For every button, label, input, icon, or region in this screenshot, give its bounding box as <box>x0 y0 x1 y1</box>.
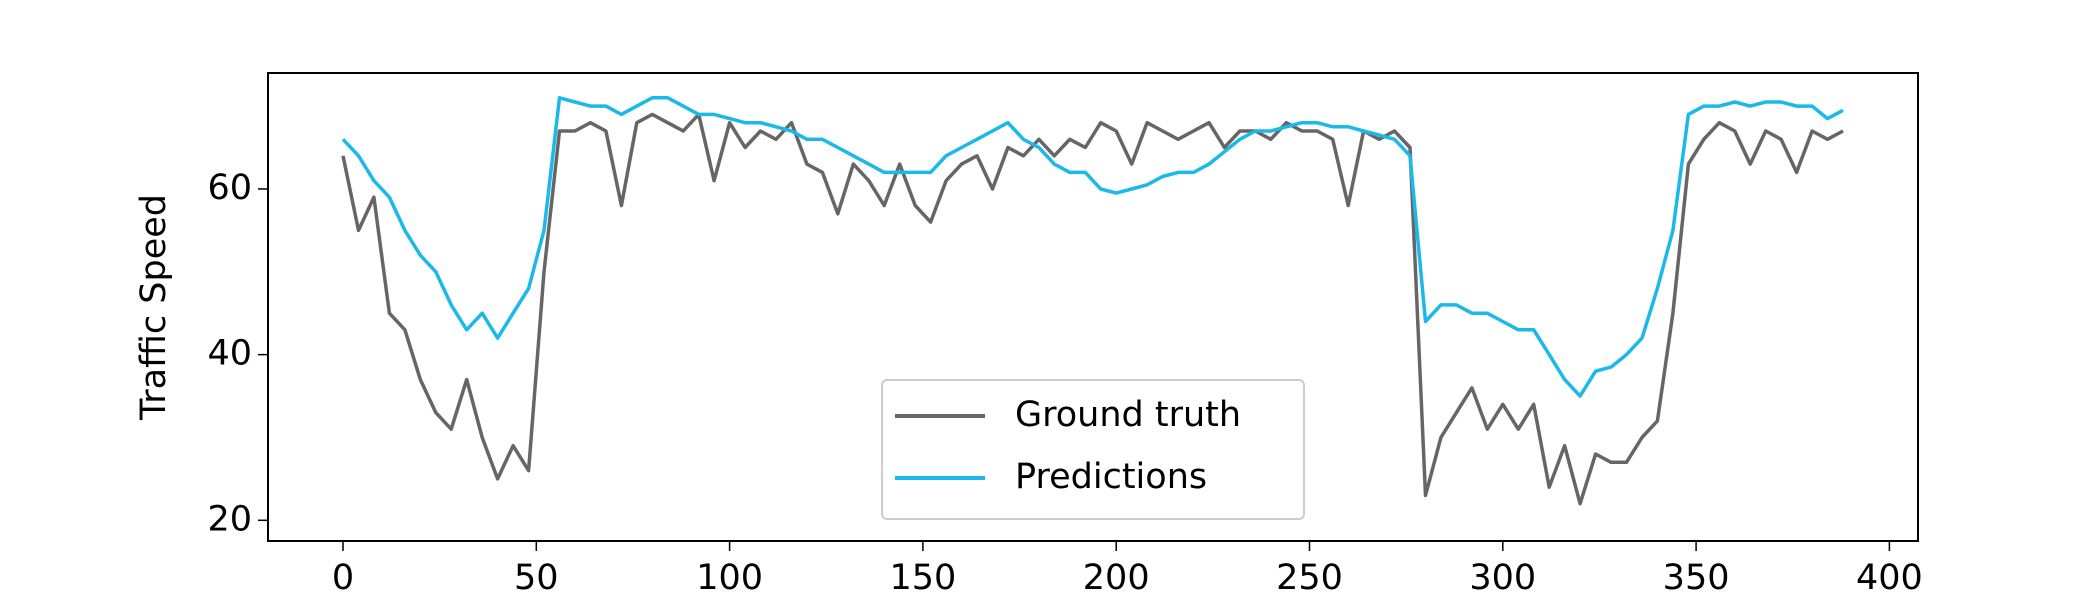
x-tick-label: 400 <box>1856 558 1923 598</box>
x-tick-label: 350 <box>1663 558 1730 598</box>
plot-frame <box>267 72 1919 542</box>
x-tick-label: 100 <box>696 558 763 598</box>
y-tick-label: 40 <box>207 334 252 374</box>
x-tick-label: 150 <box>889 558 956 598</box>
y-tick-label: 20 <box>207 499 252 539</box>
y-tick-label: 60 <box>207 168 252 208</box>
data-line <box>341 112 1844 506</box>
legend-box <box>881 379 1305 520</box>
legend-label: Predictions <box>1015 457 1207 497</box>
x-tick-label: 250 <box>1276 558 1343 598</box>
data-line <box>341 96 1844 398</box>
x-tick-label: 300 <box>1469 558 1536 598</box>
y-axis-label: Traffic Speed <box>134 194 174 421</box>
x-tick-label: 50 <box>514 558 559 598</box>
x-tick-label: 200 <box>1083 558 1150 598</box>
legend-label: Ground truth <box>1015 395 1241 435</box>
x-tick-label: 0 <box>332 558 354 598</box>
